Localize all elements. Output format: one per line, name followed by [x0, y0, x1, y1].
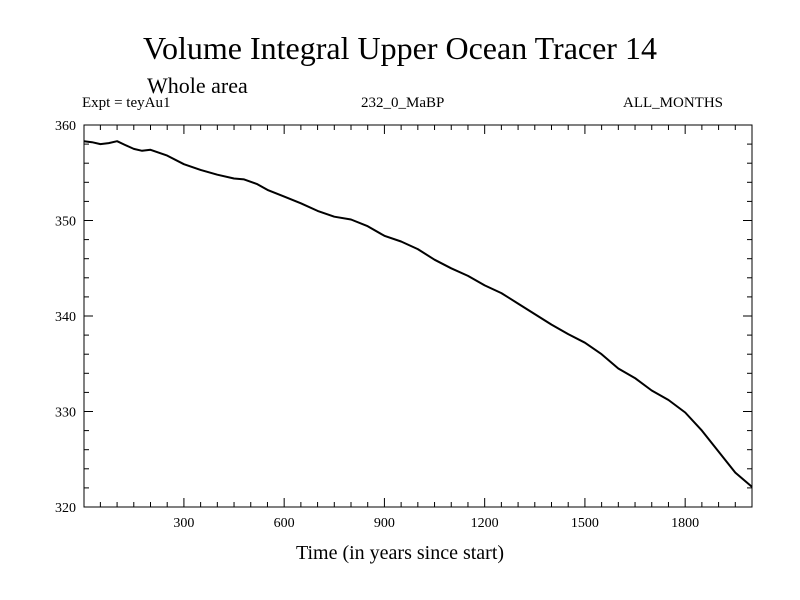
y-tick-label: 320 [55, 501, 76, 516]
y-tick-label: 350 [55, 215, 76, 230]
x-axis-label: Time (in years since start) [295, 542, 505, 564]
x-tick-label: 1200 [471, 516, 499, 531]
experiment-label: Expt = teyAu1 [82, 95, 171, 111]
months-label: ALL_MONTHS [623, 95, 723, 111]
x-tick-label: 1800 [671, 516, 699, 531]
x-tick-label: 300 [173, 516, 194, 531]
chart-subtitle: Whole area [147, 73, 248, 98]
x-tick-label: 900 [374, 516, 395, 531]
y-tick-label: 330 [55, 406, 76, 421]
period-label: 232_0_MaBP [361, 95, 445, 111]
plot-frame [83, 124, 753, 508]
x-tick-label: 600 [274, 516, 295, 531]
series-line [83, 140, 753, 488]
y-tick-label: 360 [55, 119, 76, 134]
x-tick-label: 1500 [571, 516, 599, 531]
chart-title: Volume Integral Upper Ocean Tracer 14 [143, 30, 657, 66]
y-tick-label: 340 [55, 310, 76, 325]
